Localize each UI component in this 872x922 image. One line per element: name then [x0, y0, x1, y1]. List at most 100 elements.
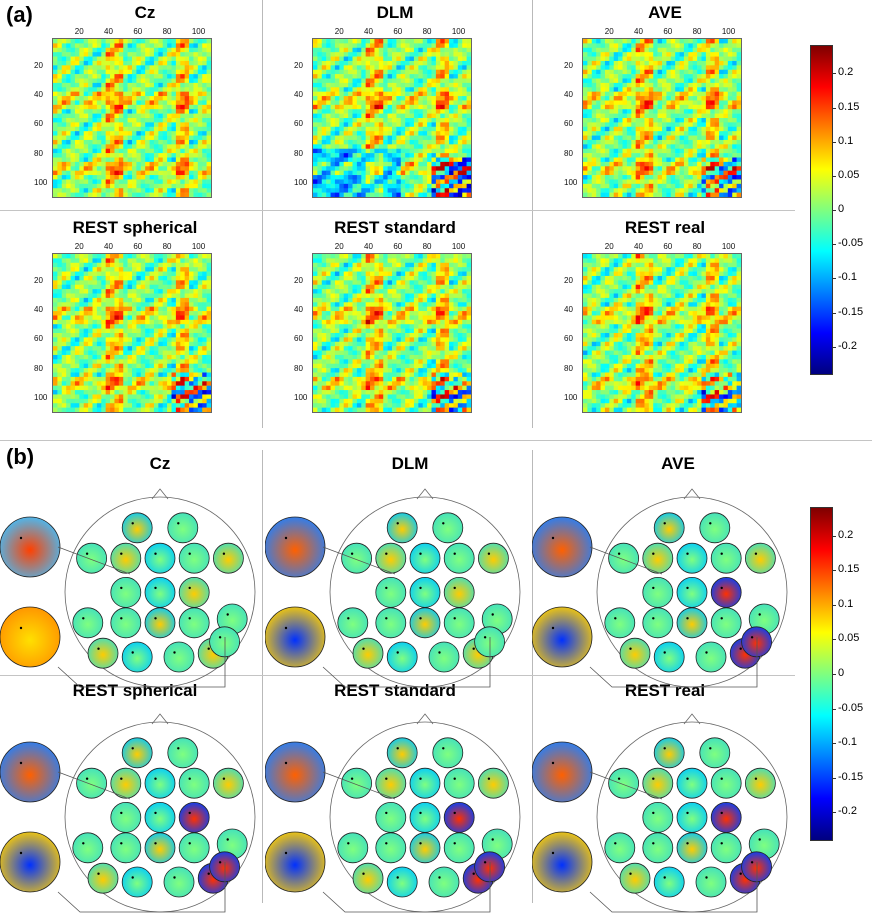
panel-a-label: (a)	[6, 2, 33, 27]
divider	[262, 450, 263, 903]
connectivity-matrix	[582, 253, 742, 413]
matrix-title-rest-standard: REST standard	[334, 218, 456, 237]
cbar-a-tick-label: 0.1	[838, 134, 854, 147]
cbar-a-tick-mark	[832, 346, 836, 348]
matrix-y-tick: 80	[564, 363, 573, 373]
matrix-y-tick: 40	[294, 305, 303, 315]
matrix-y-tick: 60	[294, 334, 303, 344]
matrix-y-tick: 60	[34, 334, 43, 344]
matrix-x-tick: 20	[604, 27, 614, 36]
matrix-x-tick: 100	[451, 242, 466, 251]
matrix-x-tick: 60	[133, 27, 143, 36]
matrix-y-tick: 80	[564, 148, 573, 158]
colorbar-a	[810, 45, 833, 375]
cbar-a-tick-mark	[832, 175, 836, 177]
cbar-a-tick-label: -0.2	[838, 339, 857, 352]
connectivity-matrix	[312, 38, 472, 198]
cbar-a-tick-label: 0.05	[838, 168, 860, 181]
cbar-b-tick-label: 0.15	[838, 563, 860, 576]
cbar-b-tick-label: 0.05	[838, 632, 860, 645]
matrix-title-rest-real: REST real	[624, 218, 706, 237]
cbar-b-tick-label: 0.2	[838, 528, 854, 541]
matrix-x-tick: 20	[604, 242, 614, 251]
matrix-x-tick: 20	[334, 27, 344, 36]
topo-title-rest-standard: REST standard	[334, 681, 456, 700]
cbar-b-tick-label: 0	[838, 667, 845, 679]
matrix-y-tick: 40	[564, 90, 573, 100]
connectivity-matrix	[312, 253, 472, 413]
matrix-x-tick: 60	[393, 242, 403, 251]
matrix-y-tick: 100	[564, 177, 578, 187]
cbar-b-tick-mark	[832, 535, 836, 537]
matrix-y-tick: 40	[34, 305, 43, 315]
matrix-x-tick: 100	[721, 27, 736, 36]
cbar-b-tick-mark	[832, 604, 836, 606]
cbar-b-tick-label: -0.2	[838, 805, 857, 818]
matrix-y-tick: 40	[34, 90, 43, 100]
topo-title-ave: AVE	[661, 454, 695, 473]
matrix-x-tick: 80	[692, 27, 702, 36]
matrix-y-tick: 60	[564, 119, 573, 129]
divider	[0, 675, 795, 676]
matrix-x-tick: 60	[663, 27, 673, 36]
divider	[532, 0, 533, 428]
matrix-y-tick: 80	[294, 363, 303, 373]
matrix-x-tick: 40	[364, 242, 373, 251]
matrix-x-tick: 80	[422, 27, 432, 36]
matrix-title-ave: AVE	[648, 3, 682, 22]
cbar-a-tick-mark	[832, 312, 836, 314]
matrix-y-tick: 60	[34, 119, 43, 129]
topo-title-cz: Cz	[149, 454, 171, 473]
cbar-a-tick-label: 0	[838, 203, 845, 215]
cbar-b-tick-label: -0.15	[838, 770, 864, 783]
cbar-a-tick-mark	[832, 107, 836, 109]
matrix-y-tick: 40	[294, 90, 303, 100]
matrix-x-tick: 80	[162, 27, 172, 36]
cbar-a-tick-mark	[832, 210, 836, 211]
divider	[532, 450, 533, 903]
cbar-b-tick-mark	[832, 743, 836, 745]
matrix-y-tick: 20	[294, 60, 303, 70]
matrix-x-tick: 60	[663, 242, 673, 251]
cbar-b-tick-mark	[832, 812, 836, 814]
cbar-a-tick-label: 0.2	[838, 66, 854, 79]
topo-map-group	[265, 713, 521, 913]
matrix-x-tick: 80	[692, 242, 702, 251]
cbar-a-tick-label: 0.15	[838, 100, 860, 113]
cbar-b-tick-mark	[832, 708, 836, 710]
matrix-x-tick: 100	[191, 242, 206, 251]
matrix-x-tick: 20	[334, 242, 344, 251]
matrix-y-tick: 100	[294, 392, 308, 402]
matrix-y-tick: 100	[34, 177, 48, 187]
cbar-b-tick-label: -0.1	[838, 736, 857, 749]
matrix-x-tick: 40	[104, 27, 113, 36]
matrix-y-tick: 60	[294, 119, 303, 129]
matrix-x-tick: 20	[74, 27, 84, 36]
matrix-y-tick: 80	[34, 148, 43, 158]
matrix-title-rest-spherical: REST spherical	[72, 218, 198, 237]
matrix-y-tick: 20	[34, 275, 43, 285]
matrix-x-tick: 40	[634, 27, 643, 36]
matrix-x-tick: 40	[104, 242, 113, 251]
divider	[0, 210, 795, 211]
matrix-y-tick: 100	[34, 392, 48, 402]
matrix-x-tick: 60	[393, 27, 403, 36]
cbar-b-tick-mark	[832, 674, 836, 675]
cbar-b-tick-label: -0.05	[838, 701, 864, 714]
connectivity-matrix	[582, 38, 742, 198]
topo-title-rest-spherical: REST spherical	[72, 681, 198, 700]
matrix-title-cz: Cz	[134, 3, 156, 22]
cbar-a-tick-mark	[832, 141, 836, 143]
divider	[0, 440, 872, 441]
divider	[262, 0, 263, 428]
matrix-x-tick: 60	[133, 242, 143, 251]
matrix-x-tick: 80	[162, 242, 172, 251]
cbar-b-tick-mark	[832, 639, 836, 641]
matrix-y-tick: 20	[564, 275, 573, 285]
matrix-x-tick: 20	[74, 242, 84, 251]
matrix-y-tick: 20	[34, 60, 43, 70]
matrix-y-tick: 100	[294, 177, 308, 187]
matrix-y-tick: 20	[294, 275, 303, 285]
matrix-x-tick: 80	[422, 242, 432, 251]
matrix-x-tick: 100	[451, 27, 466, 36]
